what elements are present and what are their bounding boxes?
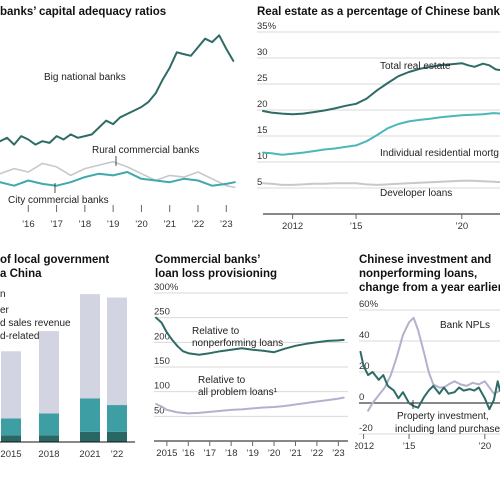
stacked-bar-segment — [80, 431, 100, 442]
x-tick-label: 2015 — [0, 449, 21, 460]
x-tick-label: ’22 — [311, 448, 324, 459]
legend-line-4: d-related tax — [0, 331, 56, 342]
label-npl-line-2: nonperforming loans — [192, 338, 283, 349]
chart-title-line-1: Chinese investment and — [359, 254, 491, 266]
y-tick-label: 35% — [257, 21, 277, 32]
x-tick-label: ’22 — [111, 449, 124, 460]
x-tick-label: 2012 — [282, 221, 303, 232]
chart-title: Real estate as a percentage of Chinese b… — [257, 6, 500, 18]
y-tick-label: 100 — [154, 381, 170, 392]
label-bank-npls: Bank NPLs — [440, 320, 490, 331]
stacked-bar-segment — [107, 431, 127, 442]
legend-line-3: d sales revenue — [0, 318, 71, 329]
stacked-bar-segment — [39, 413, 59, 436]
stacked-bar-segment — [1, 418, 21, 436]
y-tick-label: 150 — [154, 356, 170, 367]
x-tick-label: ’16 — [182, 448, 195, 459]
label-property-line-1: Property investment, — [397, 411, 489, 422]
y-tick-label: 60% — [359, 299, 379, 310]
label-problem-line-1: Relative to — [198, 375, 246, 386]
x-tick-label: ’17 — [50, 219, 63, 230]
chart-title: banks’ capital adequacy ratios — [0, 6, 166, 18]
label-property-line-2: including land purchases — [395, 424, 500, 435]
x-tick-label: ’23 — [332, 448, 345, 459]
series-line — [0, 34, 235, 146]
x-tick-label: 2015 — [156, 448, 177, 459]
x-tick-label: ’20 — [135, 219, 148, 230]
label-npl-line-1: Relative to — [192, 326, 240, 337]
stacked-bar-segment — [107, 405, 127, 432]
local-government-revenue-chart: of local government a China n er d sales… — [0, 254, 135, 460]
y-tick-label: 250 — [154, 307, 170, 318]
x-tick-label: ’22 — [192, 219, 205, 230]
y-tick-label: 50 — [154, 405, 165, 416]
label-big-national-banks: Big national banks — [44, 72, 126, 83]
x-tick-label: ’20 — [268, 448, 281, 459]
series-line — [262, 179, 500, 186]
label-developer-loans: Developer loans — [380, 188, 452, 199]
real-estate-loans-chart: Real estate as a percentage of Chinese b… — [257, 6, 500, 232]
y-tick-label: 40 — [359, 330, 370, 341]
stacked-bar-segment — [107, 297, 127, 406]
series-line — [0, 160, 236, 189]
x-tick-label: ’19 — [107, 219, 120, 230]
stacked-bar-segment — [1, 351, 21, 419]
chart-title-line-1: of local government — [0, 254, 109, 266]
stacked-bar-segment — [80, 294, 100, 399]
series-line — [155, 396, 345, 415]
x-tick-label: 2018 — [38, 449, 59, 460]
label-total-real-estate: Total real estate — [380, 61, 451, 72]
y-tick-label: 300% — [154, 282, 179, 293]
series-line — [367, 316, 500, 412]
x-tick-label: ’17 — [203, 448, 216, 459]
x-tick-label: ’18 — [79, 219, 92, 230]
x-tick-label: ’15 — [350, 221, 363, 232]
y-tick-label: 5 — [257, 177, 262, 188]
label-rural-commercial-banks: Rural commercial banks — [92, 145, 199, 156]
series-line — [359, 350, 500, 411]
stacked-bar-segment — [39, 435, 59, 442]
label-city-commercial-banks: City commercial banks — [8, 195, 109, 206]
stacked-bar-segment — [1, 435, 21, 442]
series-line — [0, 171, 236, 187]
y-tick-label: 25 — [257, 73, 268, 84]
stacked-bar-segment — [39, 331, 59, 414]
y-tick-label: 20 — [257, 99, 268, 110]
y-tick-label: 10 — [257, 151, 268, 162]
x-tick-label: ’18 — [225, 448, 238, 459]
x-tick-label: ’20 — [455, 221, 468, 232]
x-tick-label: ’19 — [246, 448, 259, 459]
label-problem-line-2: all problem loans¹ — [198, 387, 278, 398]
y-tick-label: 0 — [359, 392, 364, 403]
chart-title-line-2: a China — [0, 268, 42, 280]
chart-title-line-3: change from a year earlier — [359, 282, 500, 294]
capital-adequacy-chart: banks’ capital adequacy ratios ’16 ’17 ’18… — [0, 6, 236, 230]
series-line — [155, 316, 345, 356]
y-tick-label: 30 — [257, 47, 268, 58]
legend-line-2: er — [0, 305, 10, 316]
investment-npl-chart: Chinese investment and nonperforming loa… — [355, 254, 500, 452]
series-line — [262, 112, 500, 156]
x-tick-label: ’20 — [478, 441, 491, 452]
loan-loss-provisioning-chart: Commercial banks’ loan loss provisioning… — [154, 254, 348, 459]
series-line — [262, 62, 500, 116]
y-tick-label: 200 — [154, 331, 170, 342]
chart-title-line-2: nonperforming loans, — [359, 268, 477, 280]
x-tick-label: ’15 — [403, 441, 416, 452]
stacked-bar-segment — [80, 398, 100, 432]
chart-title-line-1: Commercial banks’ — [155, 254, 260, 266]
x-tick-label: ’16 — [22, 219, 35, 230]
legend-line-1: n — [0, 289, 6, 300]
x-tick-label: ’21 — [163, 219, 176, 230]
x-tick-label: 2021 — [79, 449, 100, 460]
x-tick-label: 2012 — [355, 441, 374, 452]
x-tick-label: ’23 — [220, 219, 233, 230]
x-tick-label: ’21 — [289, 448, 302, 459]
chart-title-line-2: loan loss provisioning — [155, 268, 277, 280]
y-tick-label: 15 — [257, 125, 268, 136]
label-individual-residential: Individual residential mortg — [380, 148, 499, 159]
y-tick-label: -20 — [359, 423, 373, 434]
